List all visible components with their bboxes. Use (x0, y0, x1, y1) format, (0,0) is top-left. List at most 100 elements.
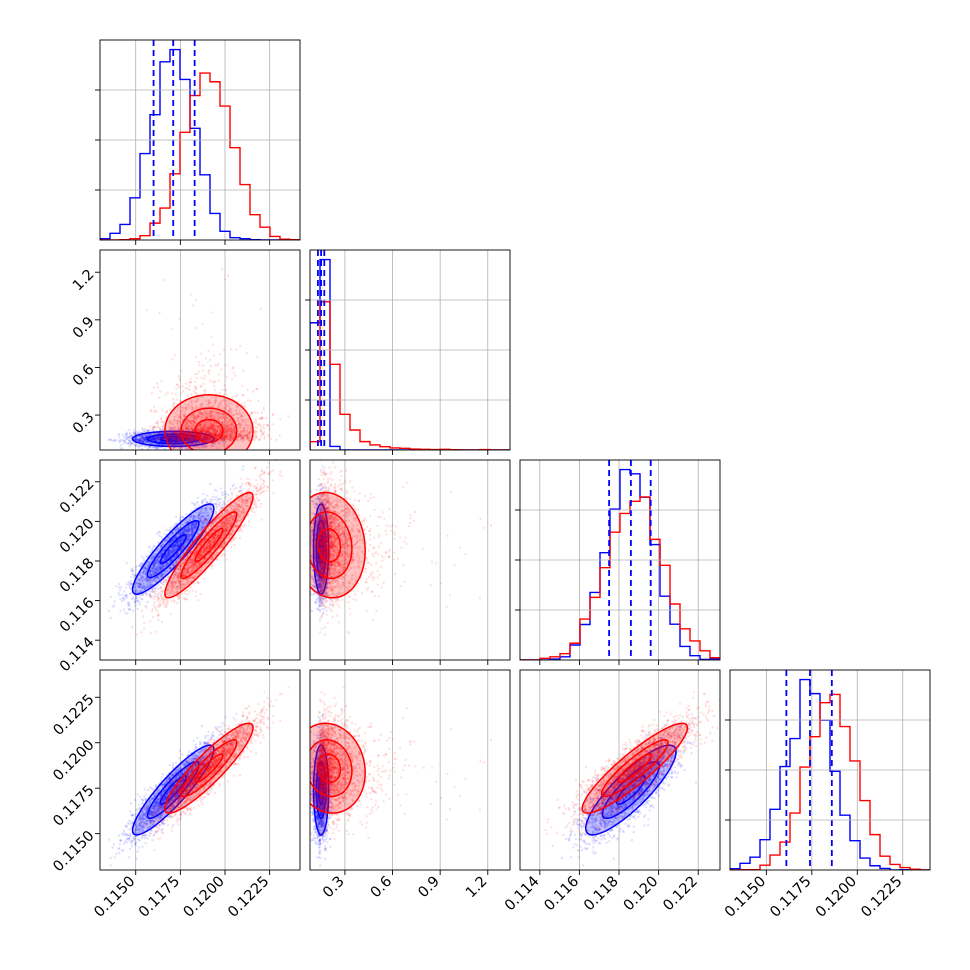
scatter-point-blue (118, 433, 121, 436)
scatter-point-red (158, 312, 161, 315)
scatter-point-red (253, 438, 256, 442)
scatter-point-blue (119, 597, 122, 601)
scatter-point-blue (130, 442, 133, 445)
scatter-point-blue (147, 446, 151, 450)
scatter-point-blue (173, 438, 176, 441)
scatter-point-blue (176, 428, 180, 431)
scatter-point-blue (199, 435, 202, 439)
scatter-point-blue (186, 436, 189, 440)
scatter-point-blue (152, 446, 155, 449)
scatter-point-blue (216, 435, 220, 438)
scatter-point-blue (141, 440, 144, 443)
scatter-point-blue (138, 439, 141, 442)
scatter-point-blue (158, 426, 161, 430)
scatter-point-red (178, 377, 181, 380)
y-tick-label: 1.2 (70, 267, 98, 295)
scatter-point-blue (152, 436, 155, 440)
scatter-point-blue (167, 438, 170, 441)
scatter-point-blue (122, 439, 125, 442)
scatter-point-blue (136, 438, 139, 441)
scatter-point-blue (186, 437, 190, 440)
scatter-point-blue (141, 434, 144, 438)
scatter-point-blue (143, 439, 146, 443)
scatter-point-blue (213, 442, 216, 445)
scatter-point-blue (220, 438, 224, 441)
scatter-point-red (156, 425, 160, 429)
scatter-point-blue (199, 436, 202, 439)
scatter-point-blue (224, 440, 227, 443)
scatter-point-blue (132, 432, 135, 435)
scatter-point-blue (139, 440, 142, 443)
scatter-point-blue (170, 436, 174, 440)
scatter-point-blue (145, 435, 148, 438)
scatter-point-blue (137, 446, 141, 449)
scatter-point-red (265, 416, 268, 420)
scatter-point-red (257, 422, 260, 426)
scatter-point-blue (167, 437, 171, 440)
scatter-point-red (203, 389, 206, 393)
scatter-point-red (224, 388, 228, 391)
scatter-point-blue (206, 439, 210, 442)
scatter-point-blue (133, 433, 136, 436)
scatter-point-red (145, 308, 148, 312)
scatter-point-red (156, 382, 159, 385)
scatter-point-blue (173, 438, 176, 441)
scatter-point-blue (168, 438, 171, 441)
scatter-point-blue (123, 439, 126, 442)
scatter-point-blue (191, 437, 195, 441)
scatter-point-blue (189, 436, 192, 439)
scatter-point-blue (171, 437, 174, 440)
scatter-point-red (218, 391, 221, 395)
scatter-point-blue (177, 437, 180, 440)
scatter-point-red (171, 398, 175, 401)
scatter-point-blue (133, 443, 136, 446)
scatter-point-blue (141, 435, 145, 439)
scatter-point-blue (184, 427, 188, 430)
scatter-point-red (220, 368, 223, 371)
scatter-point-blue (189, 438, 192, 441)
scatter-point-blue (188, 439, 191, 442)
scatter-point-blue (159, 429, 162, 432)
scatter-point-blue (134, 433, 137, 436)
scatter-point-blue (172, 438, 176, 441)
scatter-point-red (173, 401, 176, 404)
scatter-point-red (255, 430, 258, 433)
scatter-point-blue (122, 442, 126, 445)
scatter-point-blue (157, 438, 160, 441)
scatter-point-blue (193, 437, 196, 441)
scatter-point-blue (196, 496, 200, 500)
scatter-point-blue (206, 494, 209, 497)
scatter-point-blue (171, 437, 174, 440)
scatter-point-red (156, 420, 159, 423)
scatter-point-blue (152, 425, 156, 429)
scatter-point-blue (141, 440, 145, 444)
scatter-point-blue (168, 437, 171, 440)
scatter-point-blue (124, 435, 127, 438)
scatter-point-blue (158, 435, 162, 438)
scatter-point-blue (207, 432, 211, 435)
scatter-point-blue (156, 446, 160, 449)
scatter-point-blue (163, 447, 167, 450)
scatter-point-blue (155, 447, 158, 450)
scatter-point-red (197, 370, 201, 373)
scatter-point-blue (187, 436, 190, 439)
scatter-point-blue (109, 438, 112, 441)
scatter-point-red (198, 363, 201, 367)
scatter-point-red (271, 412, 275, 416)
scatter-point-blue (133, 431, 136, 434)
scatter-point-red (160, 380, 163, 383)
scatter-point-red (226, 274, 230, 278)
scatter-point-blue (124, 593, 127, 597)
scatter-point-red (192, 389, 196, 393)
scatter-point-red (155, 410, 158, 414)
scatter-point-red (140, 438, 143, 442)
scatter-point-blue (197, 504, 201, 507)
scatter-point-blue (172, 438, 176, 442)
scatter-point-blue (136, 607, 139, 611)
scatter-point-blue (176, 437, 179, 440)
scatter-point-blue (204, 438, 208, 441)
scatter-point-blue (202, 434, 206, 438)
scatter-point-red (230, 378, 234, 381)
scatter-point-blue (150, 446, 153, 449)
